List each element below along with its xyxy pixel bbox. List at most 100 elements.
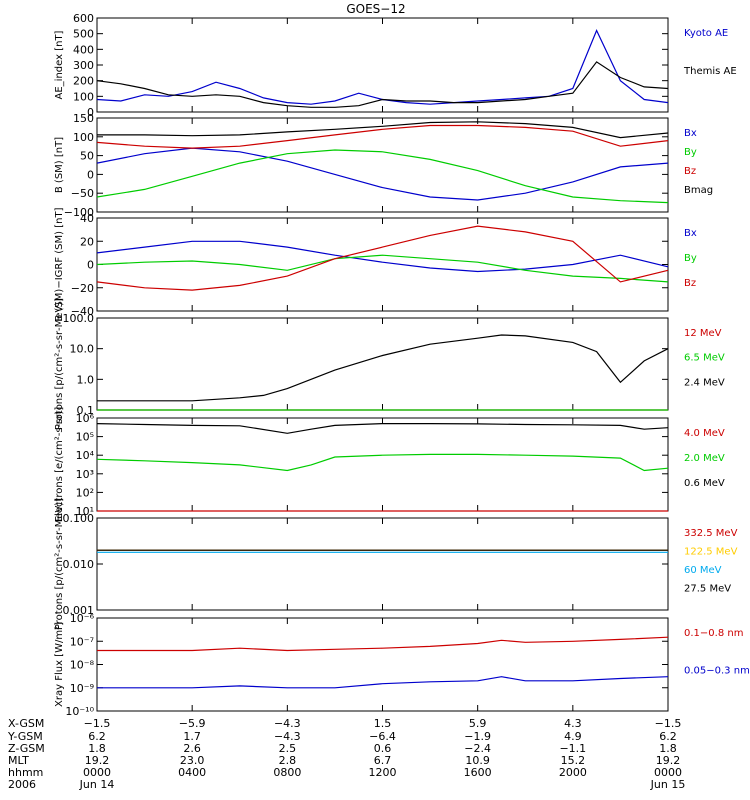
legend-entry: 6.5 MeV — [684, 353, 725, 364]
legend-entry: 2.4 MeV — [684, 377, 725, 388]
time-row-value: −4.3 — [274, 717, 301, 730]
y-tick-label: 10⁵ — [76, 431, 94, 444]
y-tick-label: 0.1 — [77, 404, 95, 417]
panel-5: 10¹ 10² 10³ 10⁴ 10⁵ 10⁶ Electrons [e/(cm²‑s‑sr… — [54, 407, 725, 523]
y-tick-label: −20 — [71, 282, 94, 295]
y-tick-label: 100 — [73, 90, 94, 103]
legend-entry: 122.5 MeV — [684, 547, 738, 558]
y-tick-label: 10² — [76, 486, 94, 499]
time-row-label: 2006 — [8, 778, 36, 791]
time-tick-label: 0400 — [178, 766, 206, 779]
time-tick-label: 0000 — [654, 766, 682, 779]
time-row-label: Z-GSM — [8, 742, 45, 755]
panel-frame — [96, 417, 669, 512]
y-tick-label: 50 — [80, 150, 94, 163]
time-row-value: 10.9 — [465, 754, 490, 767]
legend-entry: 12 MeV — [684, 328, 722, 339]
y-tick-label: 10⁴ — [76, 449, 95, 462]
y-tick-label: 10⁻⁹ — [70, 682, 94, 695]
panel-3: −40 −20 0 20 40 B (SM)−IGRF (SM) [nT] Bx By Bz — [54, 207, 697, 321]
y-tick-label: 150 — [73, 112, 94, 125]
time-row-value: 2.5 — [279, 742, 297, 755]
legend-entry: Bx — [684, 128, 697, 139]
legend-entry: Bz — [684, 278, 696, 289]
legend-entry: 0.6 MeV — [684, 478, 725, 489]
y-tick-label: 10⁻⁷ — [70, 635, 94, 648]
series-line-red — [97, 636, 669, 652]
y-tick-label: 10³ — [76, 468, 94, 481]
legend-entry: Kyoto AE — [684, 28, 728, 39]
y-tick-label: 0.100 — [63, 512, 95, 525]
series-line-black — [96, 423, 669, 434]
y-tick-label: 0 — [87, 106, 94, 119]
y-tick-label: 10⁻¹⁰ — [65, 705, 94, 718]
time-row-value: −1.5 — [655, 717, 682, 730]
time-row-value: −6.4 — [369, 730, 396, 743]
time-row-value: 2.6 — [183, 742, 201, 755]
series-line-green — [96, 149, 669, 204]
y-tick-label: −40 — [71, 305, 94, 318]
panel-frame — [96, 217, 669, 312]
time-row-value: −1.9 — [464, 730, 491, 743]
time-row-value: 19.2 — [656, 754, 681, 767]
time-row-label: Y-GSM — [7, 730, 43, 743]
time-row-value: 1.8 — [88, 742, 106, 755]
y-axis-label: Protons [p/(cm²‑s‑sr‑MeV)] — [54, 298, 65, 430]
time-row-value: 19.2 — [85, 754, 110, 767]
time-row-value: 6.2 — [659, 730, 677, 743]
y-tick-label: 300 — [73, 59, 94, 72]
time-row-value: 23.0 — [180, 754, 205, 767]
time-row-value: 6.7 — [374, 754, 392, 767]
legend-entry: By — [684, 253, 697, 264]
y-tick-label: −50 — [71, 187, 94, 200]
y-tick-label: 10.0 — [70, 343, 95, 356]
y-tick-label: 0 — [87, 259, 94, 272]
y-tick-label: −100 — [64, 206, 94, 219]
legend-entry: 60 MeV — [684, 565, 722, 576]
y-tick-label: 400 — [73, 43, 94, 56]
y-tick-label: 0 — [87, 168, 94, 181]
y-tick-label: 40 — [80, 212, 94, 225]
time-tick-label: 0800 — [273, 766, 301, 779]
series-line-black — [97, 334, 669, 402]
time-row-value: −1.1 — [559, 742, 586, 755]
legend-entry: Bx — [684, 228, 697, 239]
panel-1: 0 100 200 300 400 500 600 AE_index [nT] Kyoto AE… — [54, 12, 737, 119]
y-axis-label: Xray Flux [W/m²] — [54, 622, 65, 707]
series-line-green — [96, 453, 669, 472]
legend-entry: Bz — [684, 166, 696, 177]
time-tick-label: 0000 — [83, 766, 111, 779]
time-row-value: −4.3 — [274, 730, 301, 743]
time-tick-label: 1600 — [464, 766, 492, 779]
series-line-blue — [96, 147, 669, 201]
date-label: Jun 15 — [650, 778, 686, 791]
y-tick-label: 10⁻⁶ — [70, 612, 95, 625]
y-tick-label: 600 — [73, 12, 94, 25]
time-row-value: 1.5 — [374, 717, 392, 730]
y-tick-label: 10¹ — [76, 505, 94, 518]
panel-frame — [96, 517, 669, 611]
series-line-blue — [96, 29, 669, 105]
series-line-red — [96, 225, 669, 291]
legend-entry: 332.5 MeV — [684, 528, 738, 539]
time-row-value: 0.6 — [374, 742, 392, 755]
series-line-blue — [96, 240, 669, 273]
time-row-label: MLT — [8, 754, 29, 767]
time-row-value: −1.5 — [84, 717, 111, 730]
plot-title: GOES−12 — [346, 2, 405, 16]
series-line-red — [96, 124, 669, 149]
series-line-blue — [97, 676, 669, 689]
y-axis-label: B (SM)−IGRF (SM) [nT] — [54, 207, 65, 321]
time-row-value: 1.8 — [659, 742, 677, 755]
series-line-black — [97, 121, 669, 139]
time-row-value: 4.3 — [564, 717, 582, 730]
legend-entry: 4.0 MeV — [684, 428, 725, 439]
time-tick-label: 1200 — [369, 766, 397, 779]
time-tick-label: 2000 — [559, 766, 587, 779]
y-tick-label: 200 — [73, 75, 94, 88]
